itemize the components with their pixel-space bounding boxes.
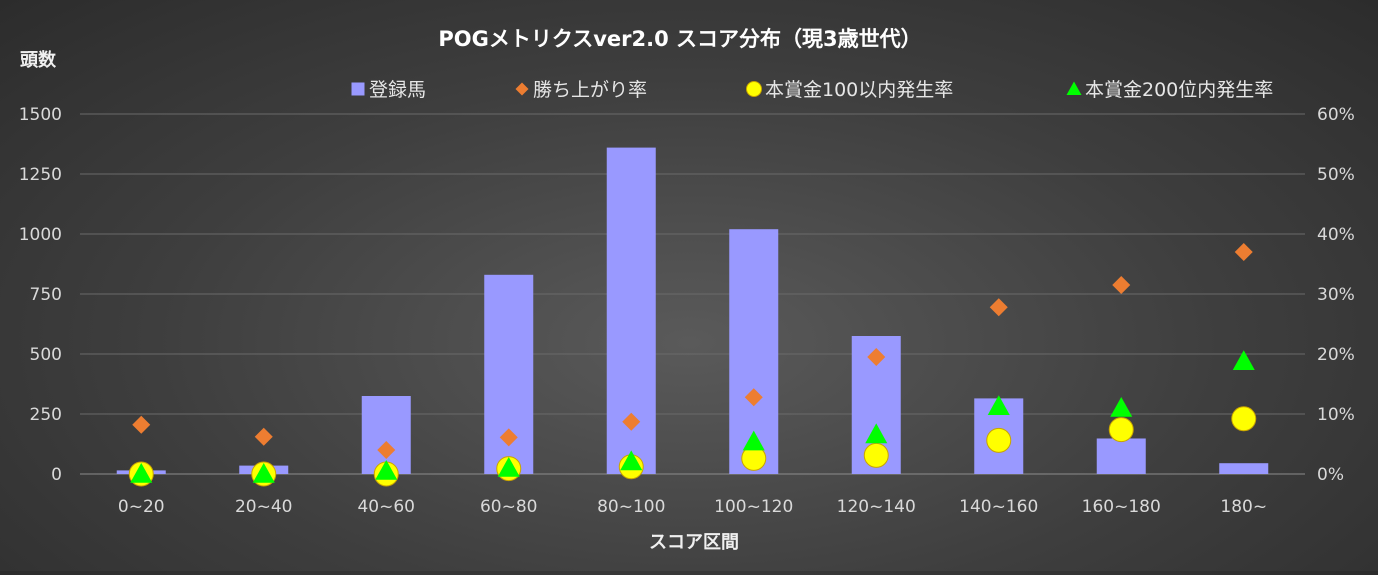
data-point (1234, 243, 1253, 261)
tick-labels: 0 250 500 750 1000 1250 1500 0% 10% 20% 30% 40% 50% 6… (19, 105, 1355, 517)
gridlines (80, 113, 1305, 475)
y2-tick-label: 30% (1317, 285, 1355, 305)
data-point (867, 348, 886, 366)
y-tick-label: 1500 (19, 105, 62, 125)
data-point (989, 298, 1008, 317)
y-tick-label: 0 (51, 465, 62, 485)
data-point (1231, 406, 1257, 432)
y2-tick-label: 10% (1317, 405, 1355, 425)
data-point (863, 442, 889, 468)
chart-title: POGメトリクスver2.0 スコア分布（現3歳世代） (438, 27, 921, 51)
legend-label: 本賞金200位内発生率 (1085, 79, 1273, 101)
data-point (252, 463, 275, 483)
data-point (132, 415, 151, 434)
legend-marker (746, 81, 762, 97)
data-point (130, 463, 153, 483)
bars (116, 147, 1269, 474)
y2-tick-label: 0% (1317, 465, 1344, 485)
data-point (1110, 397, 1133, 417)
x-tick-label: 0~20 (118, 497, 165, 517)
data-point (1232, 350, 1255, 370)
y-tick-label: 500 (30, 345, 62, 365)
y2-tick-label: 50% (1317, 165, 1355, 185)
x-tick-label: 160~180 (1082, 497, 1161, 517)
legend: 登録馬 勝ち上がり率 本賞金100以内発生率 本賞金200位内発生率 (351, 79, 1273, 101)
legend-label: 本賞金100以内発生率 (765, 79, 953, 101)
data-point (497, 457, 520, 477)
data-point (742, 430, 765, 451)
x-tick-label: 80~100 (597, 497, 665, 517)
legend-label: 勝ち上がり率 (533, 79, 647, 101)
x-tick-label: 120~140 (837, 497, 916, 517)
data-point (987, 395, 1010, 415)
data-point (1108, 417, 1134, 443)
y-tick-label: 1000 (19, 225, 62, 245)
y-axis-title: 頭数 (20, 49, 57, 71)
y-tick-label: 250 (30, 405, 62, 425)
x-tick-label: 180~ (1220, 497, 1267, 517)
x-tick-label: 100~120 (714, 497, 793, 517)
x-tick-label: 40~60 (357, 497, 415, 517)
markers (128, 243, 1257, 487)
legend-label: 登録馬 (369, 79, 426, 101)
x-tick-label: 140~160 (959, 497, 1038, 517)
bar (1096, 438, 1146, 474)
data-point (986, 427, 1012, 453)
bar (1219, 463, 1269, 474)
data-point (865, 423, 888, 444)
x-axis-title: スコア区間 (649, 532, 739, 553)
data-point (744, 388, 763, 407)
data-point (1112, 276, 1131, 294)
data-point (620, 450, 643, 471)
y-tick-label: 1250 (19, 165, 62, 185)
x-tick-label: 60~80 (480, 497, 538, 517)
x-tick-label: 20~40 (235, 497, 293, 517)
data-point (622, 412, 641, 431)
y2-tick-label: 60% (1317, 105, 1355, 125)
y2-tick-label: 40% (1317, 225, 1355, 245)
data-point (375, 460, 398, 480)
legend-marker (351, 82, 365, 96)
legend-marker (1066, 81, 1082, 95)
data-point (377, 441, 396, 459)
y2-tick-label: 20% (1317, 345, 1355, 365)
y-tick-label: 750 (30, 285, 62, 305)
data-point (499, 428, 518, 447)
legend-marker (515, 82, 529, 96)
data-point (254, 427, 273, 446)
